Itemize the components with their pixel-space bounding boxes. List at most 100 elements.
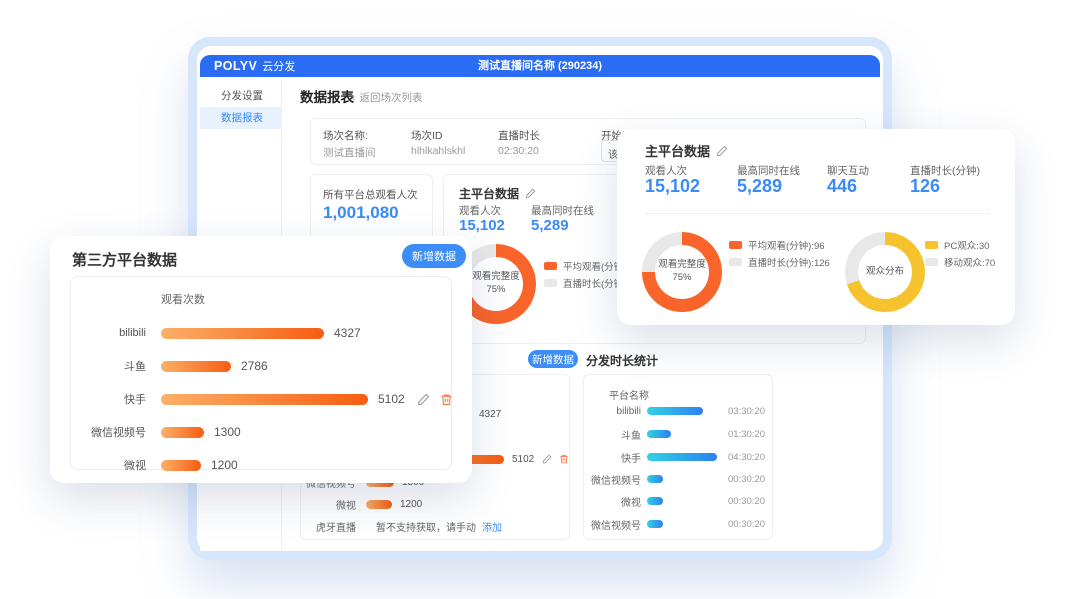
add-data-button[interactable]: 新增数据 xyxy=(402,244,466,268)
duration-row: bilibili 03:30:20 xyxy=(584,403,772,419)
metric-value: 446 xyxy=(827,176,858,196)
edit-icon[interactable] xyxy=(417,393,430,406)
views-bar xyxy=(366,499,392,509)
metric-label: 观看人次 xyxy=(459,205,501,217)
card-title: 主平台数据 xyxy=(645,144,711,159)
page-title: 数据报表 xyxy=(300,90,354,105)
duration-bar xyxy=(647,407,703,415)
window-title: 测试直播间名称 (290234) xyxy=(477,60,603,72)
app-header: 测试直播间名称 (290234) POLYV 云分发 xyxy=(200,55,880,77)
metric-label: 直播时长(分钟) xyxy=(910,165,980,177)
legend-swatch-gray xyxy=(544,279,557,287)
back-to-session-list-link[interactable]: ‹ 返回场次列表 xyxy=(352,90,423,105)
back-link-label: 返回场次列表 xyxy=(359,92,423,104)
session-name-label: 场次名称: xyxy=(323,130,368,142)
delete-icon[interactable] xyxy=(440,393,453,406)
legend-swatch-yellow xyxy=(925,241,938,249)
unsupported-note: 暂不支持获取，请手动 xyxy=(376,522,476,534)
metric-label: 最高同时在线 xyxy=(737,165,800,177)
bar-row: 微信视频号 1300 xyxy=(71,422,451,442)
bar-row: 微视 1200 xyxy=(301,495,569,513)
duration-row: 微信视频号 00:30:20 xyxy=(584,516,772,532)
views-bar xyxy=(161,360,231,372)
platform-label: bilibili xyxy=(119,327,146,339)
bar-value: 5102 xyxy=(378,392,405,406)
donut-center-label: 观看完整度 75% xyxy=(658,259,706,283)
bar-value: 2786 xyxy=(241,359,268,373)
bar-row: 快手 5102 xyxy=(71,389,453,409)
session-name-value: 测试直播间 xyxy=(323,147,376,159)
session-id-label: 场次ID xyxy=(411,130,443,142)
metric-label: 聊天互动 xyxy=(827,165,869,177)
bar-value: 1200 xyxy=(400,498,423,510)
third-party-data-card: 第三方平台数据 新增数据 观看次数 bilibili 4327 斗鱼 2786 … xyxy=(50,236,472,483)
platform-label: 微视 xyxy=(124,460,146,472)
legend-swatch-gray xyxy=(925,258,938,266)
duration-value: 00:30:20 xyxy=(728,473,765,485)
duration-row: 微视 00:30:20 xyxy=(584,493,772,509)
total-views-label: 所有平台总观看人次 xyxy=(323,189,418,201)
metric-value: 5,289 xyxy=(737,176,783,196)
platform-label: 快手 xyxy=(621,453,641,465)
metric-value: 15,102 xyxy=(459,217,505,234)
audience-donut-chart: 观众分布 xyxy=(845,232,925,312)
platform-label: 快手 xyxy=(124,394,146,406)
add-data-button[interactable]: 新增数据 xyxy=(528,350,578,368)
session-id-value: hlhlkahlskhl xyxy=(411,145,466,157)
metric-value: 126 xyxy=(910,176,941,196)
platform-label: 微信视频号 xyxy=(591,520,641,532)
edit-icon[interactable] xyxy=(716,145,728,157)
main-platform-title: 主平台数据 xyxy=(459,187,520,201)
divider xyxy=(645,213,990,214)
unsupported-row: 虎牙直播 暂不支持获取，请手动 添加 xyxy=(301,517,569,535)
platform-label: 斗鱼 xyxy=(124,361,146,373)
chevron-left-icon: ‹ xyxy=(352,91,356,104)
bar-value: 1200 xyxy=(211,458,238,472)
legend-item: 直播时长(分钟):126 xyxy=(729,255,830,269)
bar-value: 4327 xyxy=(479,408,502,420)
duration-row: 斗鱼 01:30:20 xyxy=(584,426,772,442)
views-bar xyxy=(161,327,324,339)
sidebar-item-data-report[interactable]: 数据报表 xyxy=(200,107,281,129)
views-bar xyxy=(161,393,368,405)
edit-icon[interactable] xyxy=(525,188,536,199)
edit-icon[interactable] xyxy=(542,454,552,464)
duration-label: 直播时长 xyxy=(498,130,540,142)
logo-suffix: 云分发 xyxy=(262,61,296,73)
legend-swatch-orange xyxy=(544,262,557,270)
bar-value: 1300 xyxy=(214,425,241,439)
platform-column-header: 平台名称 xyxy=(609,391,649,402)
duration-bar xyxy=(647,520,663,528)
main-platform-card-title-row: 主平台数据 xyxy=(645,141,728,160)
sidebar-item-distribution-settings[interactable]: 分发设置 xyxy=(221,90,263,102)
duration-value: 03:30:20 xyxy=(728,405,765,417)
legend-item: 平均观看(分钟):96 xyxy=(729,238,825,252)
duration-row: 快手 04:30:20 xyxy=(584,449,772,465)
metric-label: 最高同时在线 xyxy=(531,205,594,217)
platform-label: 微信视频号 xyxy=(591,475,641,487)
duration-value: 00:30:20 xyxy=(728,495,765,507)
platform-label: bilibili xyxy=(616,405,641,417)
legend-item: 直播时长(分钟):126 xyxy=(544,276,645,290)
bar-row: 斗鱼 2786 xyxy=(71,356,451,376)
views-bar xyxy=(161,426,204,438)
platform-label: 微信视频号 xyxy=(91,427,146,439)
bar-row: bilibili 4327 xyxy=(71,323,451,343)
add-manually-link[interactable]: 添加 xyxy=(482,522,502,534)
logo-text: POLYV xyxy=(214,59,258,73)
duration-value: 01:30:20 xyxy=(728,428,765,440)
donut-center-label: 观众分布 xyxy=(865,265,904,277)
platform-label: 微信视频号 xyxy=(306,478,356,490)
platform-label: 斗鱼 xyxy=(621,430,641,442)
total-views-value: 1,001,080 xyxy=(323,203,399,222)
views-chart-box: 观看次数 bilibili 4327 斗鱼 2786 快手 5102 微信视频号 xyxy=(70,276,453,472)
third-party-card-title: 第三方平台数据 xyxy=(72,252,178,269)
donut-center-label: 观看完整度 75% xyxy=(472,271,520,295)
main-platform-title-row: 主平台数据 xyxy=(459,185,536,202)
platform-label: 微视 xyxy=(621,497,641,509)
metric-value: 5,289 xyxy=(531,217,569,234)
delete-icon[interactable] xyxy=(559,454,569,464)
duration-bar xyxy=(647,475,663,483)
legend-swatch-orange xyxy=(729,241,742,249)
